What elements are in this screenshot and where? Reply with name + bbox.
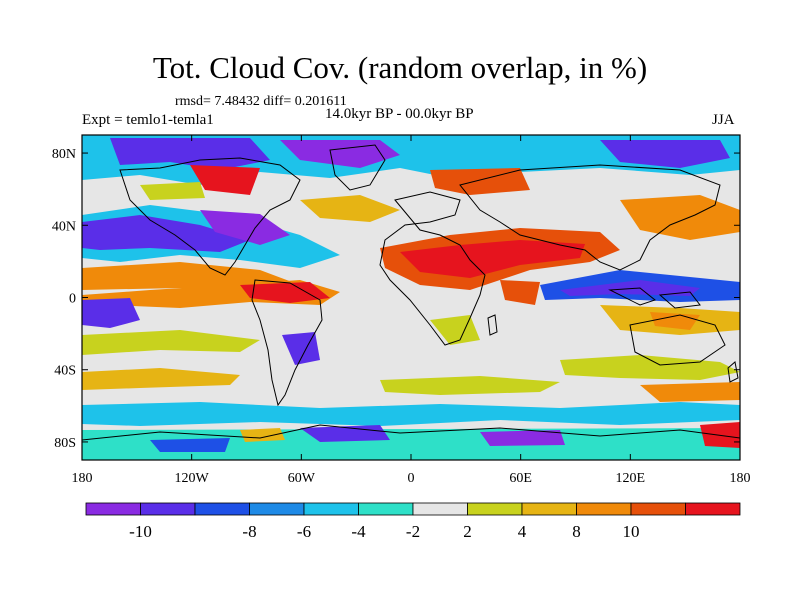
colorbar-label: -6 [297,522,311,541]
colorbar-label: 4 [518,522,527,541]
lat-tick-label: 80N [52,147,76,162]
colorbar-swatch [576,502,632,516]
colorbar-label: 8 [572,522,581,541]
stats-text: rmsd= 7.48432 diff= 0.201611 [175,94,347,109]
coastlines [82,144,740,441]
colorbar-label: -10 [129,522,152,541]
colorbar-label: 10 [623,522,640,541]
latitude-axis: 80N 40N 0 40S 80S [52,147,740,451]
colorbar-label: 2 [463,522,472,541]
longitude-axis: 180 120W 60W 0 60E 120E 180 [72,135,751,486]
season-label: JJA [712,112,735,128]
lat-tick-label: 80S [54,436,76,451]
colorbar-swatch [194,502,250,516]
lon-tick-label: 180 [72,471,93,486]
colorbar-swatch [140,502,196,516]
colorbar-swatch [358,502,414,516]
colorbar-swatch [303,502,359,516]
colorbar-swatch [630,502,686,516]
lon-tick-label: 60W [288,471,316,486]
colorbar: -10 -8 -6 -4 -2 2 4 8 10 [85,502,741,541]
lon-tick-label: 60E [509,471,532,486]
colorbar-swatch [685,502,741,516]
colorbar-swatch [412,502,468,516]
colorbar-swatch [521,502,577,516]
map-title: Tot. Cloud Cov. (random overlap, in %) [152,50,648,85]
colorbar-label: -4 [351,522,366,541]
colorbar-label: -2 [406,522,420,541]
colorbar-swatch [467,502,523,516]
lat-tick-label: 40S [54,364,76,379]
lon-tick-label: 120W [175,471,210,486]
lat-tick-label: 0 [69,292,76,307]
experiment-label: Expt = temlo1-temla1 [82,112,214,128]
colorbar-swatch [249,502,305,516]
colorbar-label: -8 [242,522,256,541]
lon-tick-label: 0 [408,471,415,486]
colorbar-swatch [85,502,141,516]
lat-tick-label: 40N [52,219,76,234]
lon-tick-label: 180 [730,471,751,486]
period-label: 14.0kyr BP - 00.0kyr BP [325,106,474,122]
cloud-field [82,135,740,460]
lon-tick-label: 120E [616,471,646,486]
